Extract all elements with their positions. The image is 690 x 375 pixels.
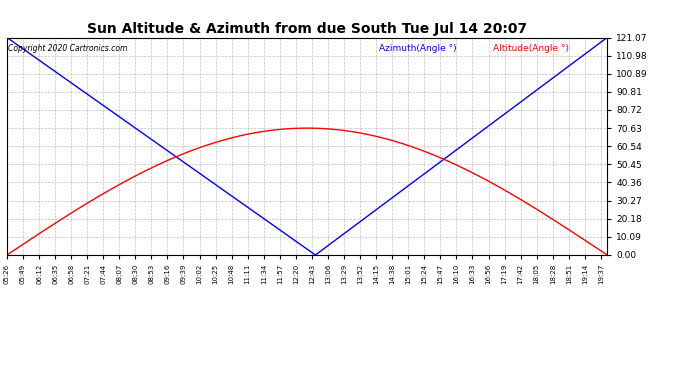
Title: Sun Altitude & Azimuth from due South Tue Jul 14 20:07: Sun Altitude & Azimuth from due South Tu… (87, 22, 527, 36)
Text: Copyright 2020 Cartronics.com: Copyright 2020 Cartronics.com (8, 44, 128, 53)
Text: Azimuth(Angle °): Azimuth(Angle °) (379, 44, 457, 53)
Text: Altitude(Angle °): Altitude(Angle °) (493, 44, 569, 53)
